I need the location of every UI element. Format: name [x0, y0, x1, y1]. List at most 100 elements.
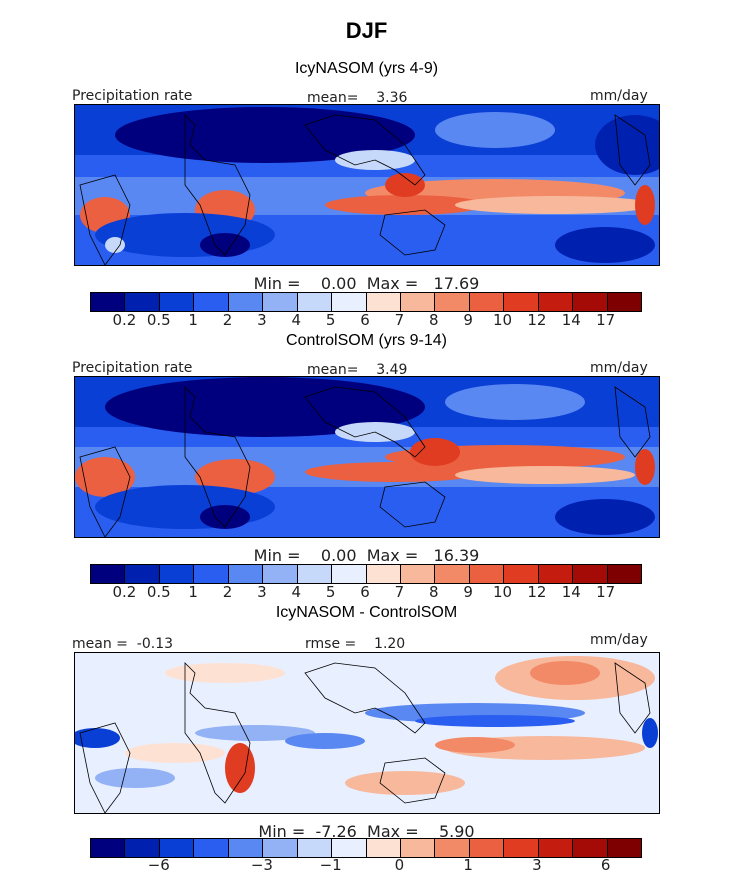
colorbar-swatch — [538, 293, 574, 311]
colorbar-swatch — [263, 565, 298, 583]
colorbar-swatch — [194, 565, 229, 583]
colorbar-tick-label: 1 — [188, 311, 198, 329]
colorbar-swatch — [366, 839, 401, 857]
colorbar-tick-label: 4 — [291, 583, 302, 601]
colorbar-swatch — [297, 839, 333, 857]
colorbar-tick-label: −6 — [147, 856, 170, 874]
panel1-mean-label: mean= 3.36 — [307, 90, 408, 106]
panel1-title: IcyNASOM (yrs 4-9) — [294, 60, 439, 77]
colorbar-tick-label: 12 — [527, 583, 547, 601]
colorbar-swatch — [125, 293, 160, 311]
colorbar-swatch — [469, 839, 505, 857]
colorbar-swatch — [263, 293, 298, 311]
colorbar-tick-label: 2 — [222, 311, 233, 329]
colorbar-tick-label: 8 — [428, 311, 439, 329]
colorbar-swatch — [435, 839, 470, 857]
panel3-title: IcyNASOM - ControlSOM — [275, 604, 458, 621]
colorbar-swatch — [607, 293, 641, 311]
panel3-map — [74, 652, 660, 814]
colorbar-tick-label: 1 — [188, 583, 198, 601]
dry-region-north — [115, 107, 415, 163]
colorbar-tick-label: 3 — [257, 311, 267, 329]
colorbar-tick-label: 14 — [561, 583, 581, 601]
colorbar-tick-label: 5 — [325, 311, 336, 329]
colorbar-tick-label: 3 — [257, 583, 267, 601]
colorbar-tick-label: 9 — [463, 311, 473, 329]
panel2-colorbar — [90, 564, 642, 584]
colorbar-swatch — [194, 293, 229, 311]
colorbar-swatch — [297, 293, 333, 311]
colorbar-swatch — [91, 293, 126, 311]
colorbar-tick-label: 10 — [492, 311, 513, 329]
colorbar-swatch — [366, 565, 401, 583]
colorbar-swatch — [504, 293, 539, 311]
colorbar-swatch — [504, 565, 539, 583]
colorbar-swatch — [228, 839, 264, 857]
colorbar-tick-label: 0.2 — [112, 583, 137, 601]
colorbar-swatch — [573, 293, 608, 311]
colorbar-swatch — [504, 839, 539, 857]
colorbar-tick-label: 0 — [394, 856, 405, 874]
colorbar-tick-label: 5 — [325, 583, 336, 601]
colorbar-tick-label: 6 — [360, 583, 370, 601]
colorbar-swatch — [573, 839, 608, 857]
colorbar-swatch — [435, 565, 470, 583]
colorbar-tick-label: 2 — [222, 583, 233, 601]
colorbar-tick-label: 14 — [561, 311, 581, 329]
panel2-left-label: Precipitation rate — [72, 360, 193, 376]
panel3-colorbar — [90, 838, 642, 858]
colorbar-swatch — [538, 839, 574, 857]
colorbar-swatch — [159, 565, 195, 583]
panel2-colorbar-ticks: 0.2 0.5 1 2 3 4 5 6 7 8 9 10 12 14 17 — [90, 583, 640, 601]
panel1-stats: Min = 0.00 Max = 17.69 — [253, 274, 480, 293]
colorbar-swatch — [228, 565, 264, 583]
colorbar-tick-label: 8 — [428, 583, 439, 601]
colorbar-swatch — [607, 839, 641, 857]
colorbar-swatch — [91, 839, 126, 857]
colorbar-swatch — [573, 565, 608, 583]
colorbar-tick-label: 17 — [596, 311, 616, 329]
panel3-mean-label: mean = -0.13 — [72, 636, 174, 652]
colorbar-tick-label: 17 — [596, 583, 616, 601]
colorbar-swatch — [297, 565, 333, 583]
colorbar-swatch — [125, 565, 160, 583]
colorbar-swatch — [435, 293, 470, 311]
colorbar-tick-label: 6 — [600, 856, 611, 874]
colorbar-tick-label: 3 — [532, 856, 542, 874]
panel1-map — [74, 104, 660, 266]
colorbar-tick-label: 9 — [463, 583, 473, 601]
colorbar-swatch — [366, 293, 401, 311]
colorbar-tick-label: 0.2 — [112, 311, 137, 329]
panel2-map — [74, 376, 660, 538]
panel1-units-label: mm/day — [590, 88, 648, 104]
colorbar-swatch — [400, 293, 436, 311]
colorbar-tick-label: 1 — [463, 856, 473, 874]
colorbar-swatch — [607, 565, 641, 583]
colorbar-swatch — [194, 839, 229, 857]
panel2-stats: Min = 0.00 Max = 16.39 — [253, 546, 480, 565]
colorbar-tick-label: −3 — [250, 856, 273, 874]
colorbar-swatch — [469, 293, 505, 311]
colorbar-swatch — [400, 839, 436, 857]
colorbar-swatch — [538, 565, 574, 583]
colorbar-swatch — [469, 565, 505, 583]
panel1-colorbar — [90, 292, 642, 312]
panel1-colorbar-ticks: 0.2 0.5 1 2 3 4 5 6 7 8 9 10 12 14 17 — [90, 311, 640, 329]
colorbar-swatch — [91, 565, 126, 583]
panel3-rmse-label: rmse = 1.20 — [305, 636, 406, 652]
panel2-title: ControlSOM (yrs 9-14) — [286, 332, 447, 349]
colorbar-tick-label: 12 — [527, 311, 547, 329]
figure-title: DJF — [345, 18, 388, 43]
colorbar-tick-label: 7 — [394, 311, 405, 329]
colorbar-tick-label: 4 — [291, 311, 302, 329]
colorbar-swatch — [332, 293, 367, 311]
panel2-units-label: mm/day — [590, 360, 648, 376]
colorbar-tick-label: 0.5 — [146, 311, 171, 329]
colorbar-swatch — [332, 565, 367, 583]
colorbar-tick-label: 7 — [394, 583, 405, 601]
colorbar-swatch — [125, 839, 160, 857]
colorbar-swatch — [228, 293, 264, 311]
colorbar-swatch — [263, 839, 298, 857]
colorbar-swatch — [159, 293, 195, 311]
panel2-mean-label: mean= 3.49 — [307, 362, 408, 378]
